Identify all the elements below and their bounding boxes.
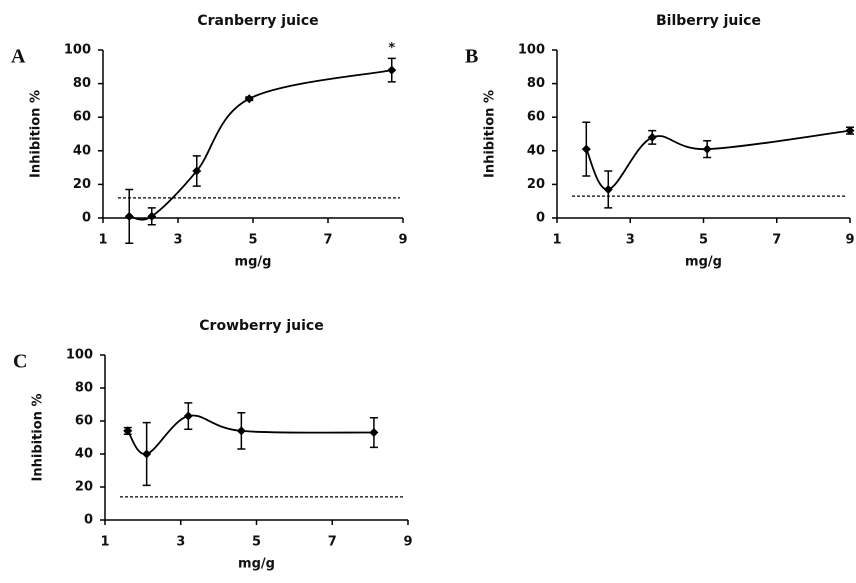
x-tick-label: 9 [403,535,412,550]
y-tick-label: 40 [75,447,93,462]
marker [123,426,133,436]
marker [192,166,202,176]
marker [369,428,379,438]
y-tick-label: 0 [82,211,91,226]
marker [845,126,855,136]
y-tick-label: 100 [518,43,545,58]
x-tick-label: 3 [626,233,635,248]
curve [129,69,392,221]
marker [603,184,613,194]
x-tick-label: 3 [173,233,182,248]
y-tick-label: 60 [527,110,545,125]
y-tick-label: 100 [66,348,93,363]
marker [244,94,254,104]
y-tick-label: 20 [527,177,545,192]
x-tick-label: 9 [398,233,407,248]
curve [585,129,851,191]
x-tick-label: 1 [552,233,561,248]
panel-label: C [13,351,27,373]
y-axis-label: Inhibition % [29,90,44,178]
y-tick-label: 60 [75,414,93,429]
x-tick-label: 9 [845,233,854,248]
x-axis-label: mg/g [685,255,722,270]
marker [124,211,134,221]
x-axis-label: mg/g [238,557,275,572]
chart-title: Crowberry juice [199,318,323,334]
x-tick-label: 7 [772,233,781,248]
marker [581,144,591,154]
x-tick-label: 3 [176,535,185,550]
y-tick-label: 0 [84,513,93,528]
point-label: * [388,41,395,56]
x-tick-label: 7 [328,535,337,550]
y-axis-label: Inhibition % [483,90,498,178]
x-tick-label: 7 [323,233,332,248]
x-tick-label: 5 [248,233,257,248]
y-tick-label: 60 [73,110,91,125]
y-tick-label: 20 [75,480,93,495]
y-tick-label: 100 [64,43,91,58]
marker [147,211,157,221]
marker [142,449,152,459]
chart-title: Cranberry juice [197,13,318,29]
chart-title: Bilberry juice [656,13,761,29]
x-axis-label: mg/g [235,255,272,270]
y-tick-label: 20 [73,177,91,192]
x-tick-label: 5 [252,535,261,550]
x-tick-label: 1 [100,535,109,550]
marker [387,65,397,75]
x-tick-label: 5 [699,233,708,248]
y-tick-label: 40 [527,143,545,158]
panel-label: B [465,46,478,68]
y-tick-label: 80 [527,76,545,91]
marker [183,411,193,421]
y-tick-label: 80 [73,76,91,91]
y-tick-label: 0 [536,211,545,226]
y-tick-label: 40 [73,143,91,158]
curve [126,414,374,455]
y-axis-label: Inhibition % [31,394,46,482]
marker [647,132,657,142]
marker [236,426,246,436]
marker [702,144,712,154]
x-tick-label: 1 [98,233,107,248]
panel-label: A [11,46,26,68]
y-tick-label: 80 [75,381,93,396]
